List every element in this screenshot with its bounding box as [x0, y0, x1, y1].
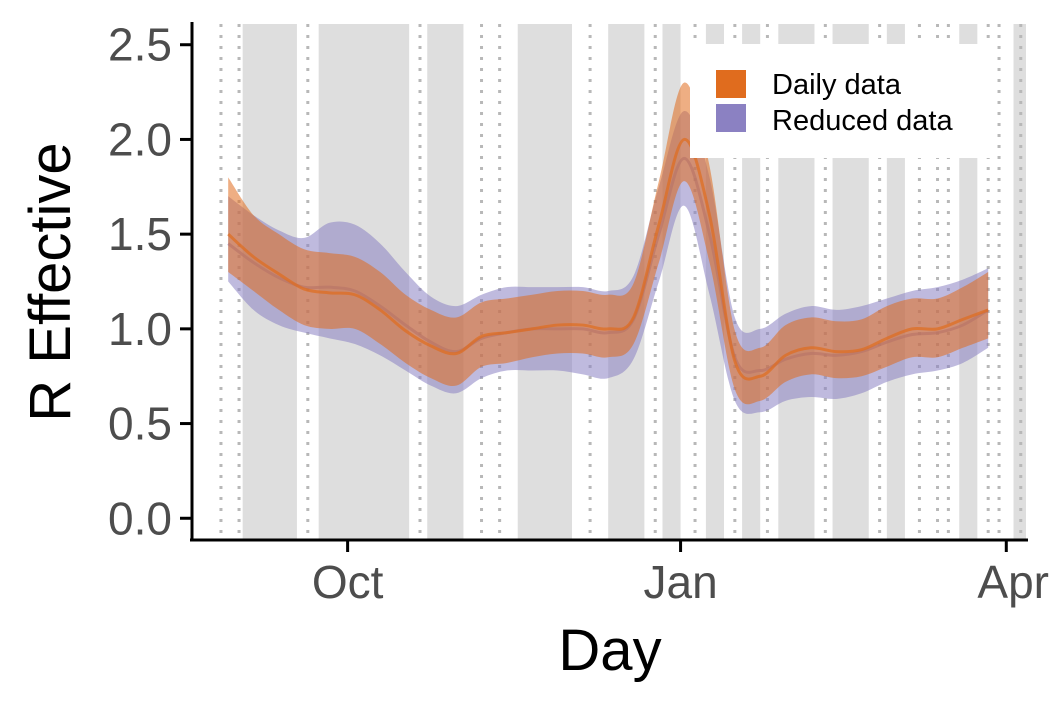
y-axis-title: R Effective: [18, 142, 83, 421]
x-tick-label-0: Oct: [312, 556, 384, 608]
x-tick-label-1: Jan: [643, 556, 717, 608]
band-daily-data: [228, 82, 989, 405]
x-axis-ticks: Oct Jan Apr: [312, 540, 1049, 608]
y-axis-ticks: 0.0 0.5 1.0 1.5 2.0 2.5: [108, 19, 192, 544]
legend-key-daily-data: [716, 70, 746, 98]
legend: Daily data Reduced data: [690, 44, 990, 158]
x-axis: Oct Jan Apr: [190, 538, 1049, 608]
legend-label-reduced-data: Reduced data: [772, 105, 953, 137]
y-axis: 0.0 0.5 1.0 1.5 2.0 2.5: [108, 19, 194, 544]
y-tick-label-0: 0.0: [108, 492, 172, 544]
y-tick-label-4: 2.0: [108, 113, 172, 165]
y-tick-label-1: 0.5: [108, 398, 172, 450]
x-axis-title: Day: [558, 618, 661, 683]
y-tick-label-5: 2.5: [108, 19, 172, 71]
shaded-period-3: [517, 24, 572, 539]
dotted-reference-lines: [219, 24, 1023, 539]
y-tick-label-2: 1.0: [108, 303, 172, 355]
legend-label-daily-data: Daily data: [772, 69, 902, 101]
series-layer: [227, 82, 989, 414]
legend-background: [690, 44, 990, 158]
y-tick-label-3: 1.5: [108, 208, 172, 260]
shaded-period-12: [1013, 24, 1026, 539]
shaded-period-2: [427, 24, 464, 539]
legend-key-reduced-data: [716, 104, 746, 132]
line-daily-data: [227, 137, 989, 381]
x-tick-label-2: Apr: [977, 556, 1049, 608]
